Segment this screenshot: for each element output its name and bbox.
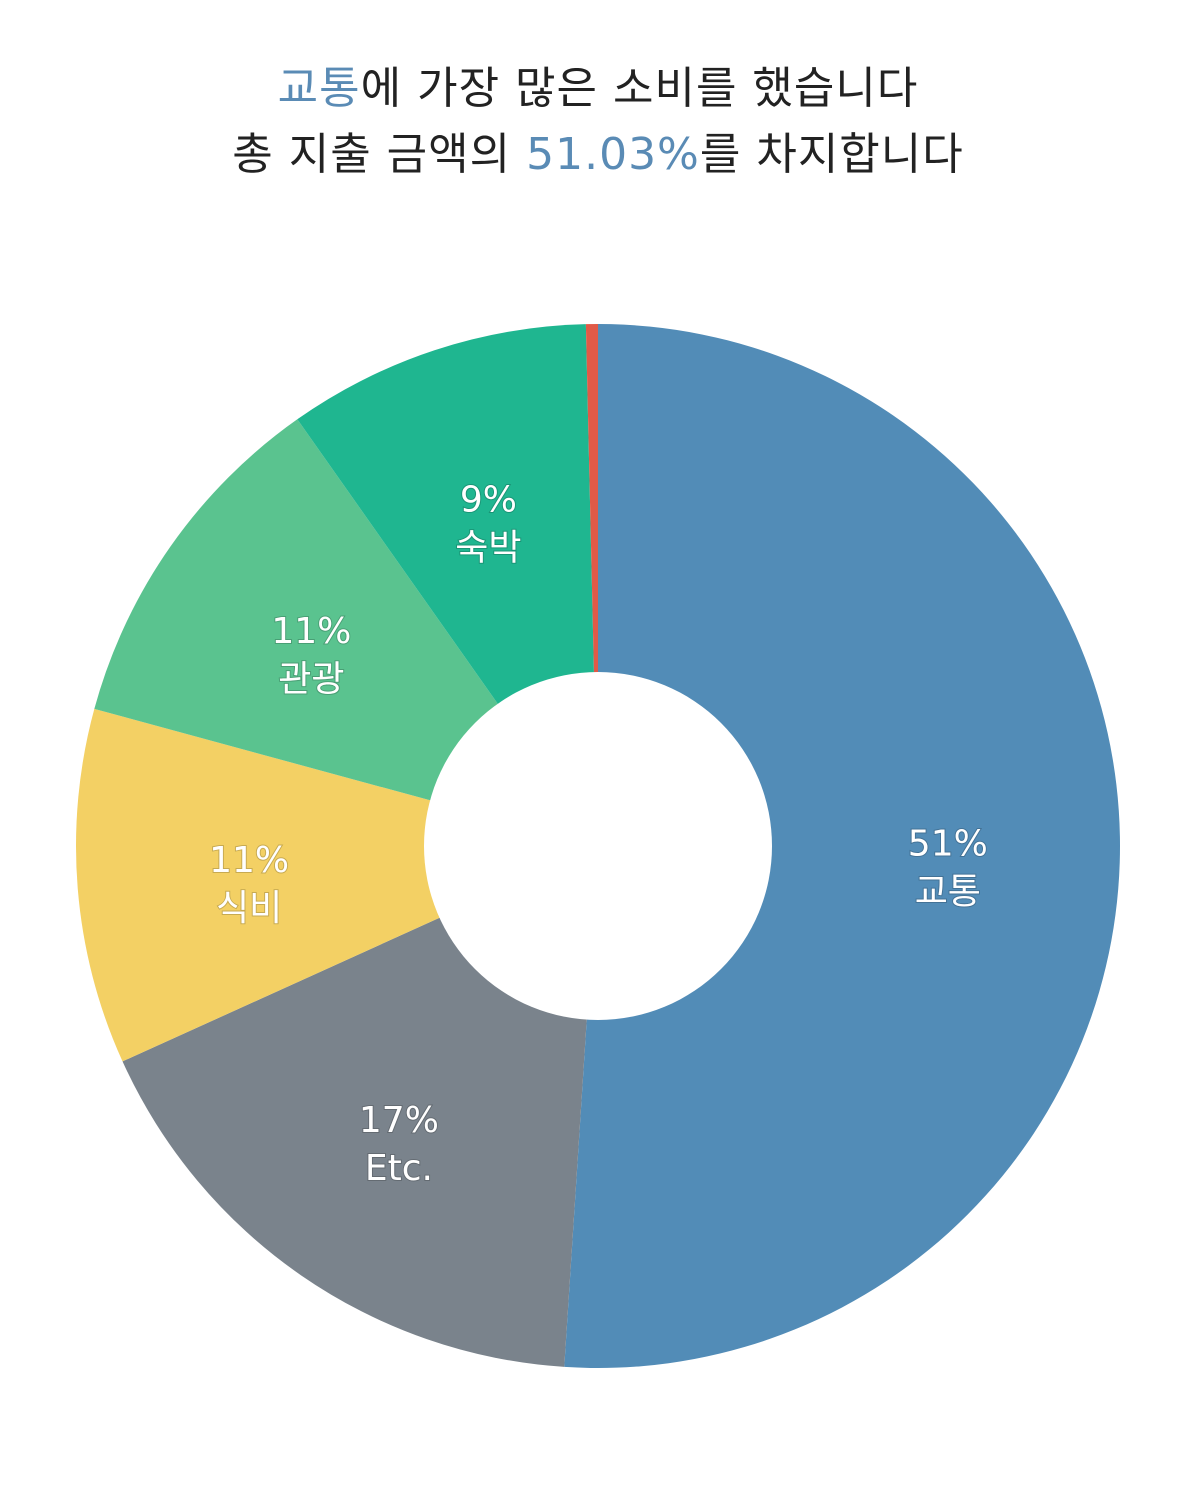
slice-percent-label: 11% <box>271 611 351 652</box>
headline-line-2-prefix: 총 지출 금액의 <box>232 129 527 180</box>
slice-category-label: 교통 <box>915 871 981 912</box>
pie-slice-교통 <box>564 324 1121 1369</box>
slice-category-label: Etc. <box>365 1148 433 1189</box>
headline-line-1: 교통에 가장 많은 소비를 했습니다 <box>0 52 1196 116</box>
pie-slice-식비 <box>75 708 598 1062</box>
slice-category-label: 관광 <box>278 659 344 700</box>
slice-percent-label: 51% <box>908 823 988 864</box>
pie-slice-Etc. <box>122 846 598 1367</box>
slice-category-label: 식비 <box>216 888 282 929</box>
slice-labels: 51% 교통 17% Etc. 11% 식비 11% 관광 9% 숙박 <box>208 479 989 1190</box>
headline-top-percentage: 51.03% <box>526 129 700 180</box>
headline-line-2-suffix: 를 차지합니다 <box>699 129 964 180</box>
slice-percent-label: 11% <box>209 840 289 881</box>
slice-percent-label: 9% <box>460 480 517 521</box>
headline-line-2: 총 지출 금액의 51.03%를 차지합니다 <box>0 118 1196 182</box>
headline-top-category: 교통 <box>277 63 361 114</box>
slice-category-label: 숙박 <box>455 528 521 569</box>
donut-hole <box>424 672 772 1020</box>
headline-line-1-text: 에 가장 많은 소비를 했습니다 <box>360 63 919 114</box>
slice-percent-label: 17% <box>359 1100 439 1141</box>
